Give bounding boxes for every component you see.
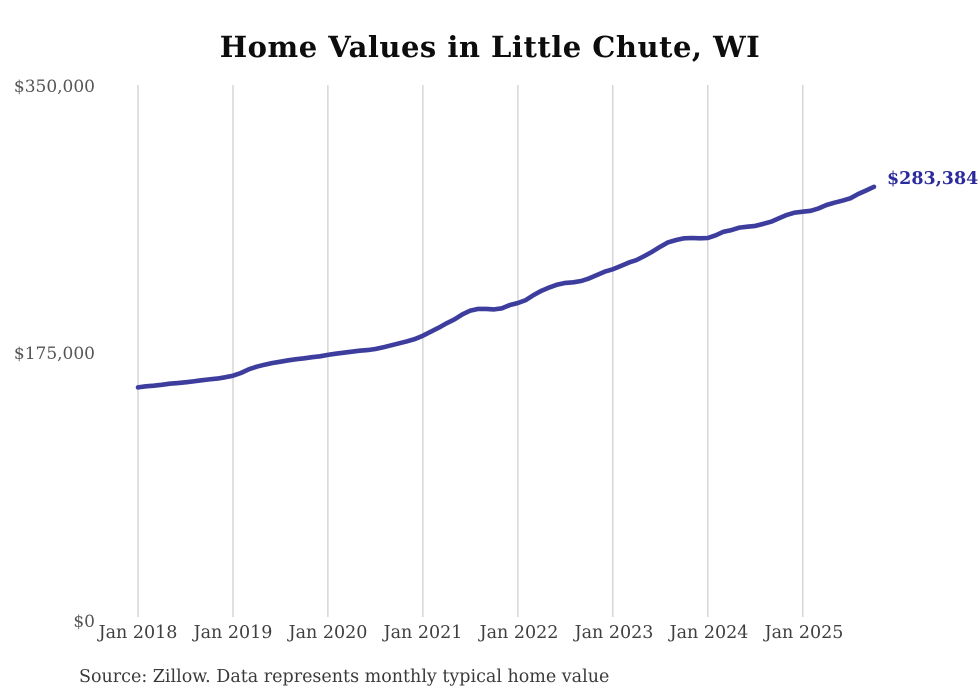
x-axis-tick-label-2019: Jan 2019 [193,623,273,643]
y-axis-tick-label-0: $0 [73,612,95,632]
y-axis-tick-label-175k: $175,000 [13,344,95,364]
x-axis-tick-label-2020: Jan 2020 [288,623,368,643]
home-value-line [135,184,877,390]
x-axis-tick-label-2022: Jan 2022 [479,623,559,643]
x-axis-tick-label-2021: Jan 2021 [383,623,463,643]
end-value-label: $283,384 [887,169,979,189]
source-note: Source: Zillow. Data represents monthly … [79,667,610,687]
y-axis-tick-label-350k: $350,000 [13,77,95,97]
x-axis-tick-label-2024: Jan 2024 [669,623,749,643]
x-axis-tick-label-2018: Jan 2018 [98,623,178,643]
x-axis-tick-label-2025: Jan 2025 [764,623,844,643]
chart-title: Home Values in Little Chute, WI [219,30,761,64]
x-axis-tick-label-2023: Jan 2023 [574,623,654,643]
